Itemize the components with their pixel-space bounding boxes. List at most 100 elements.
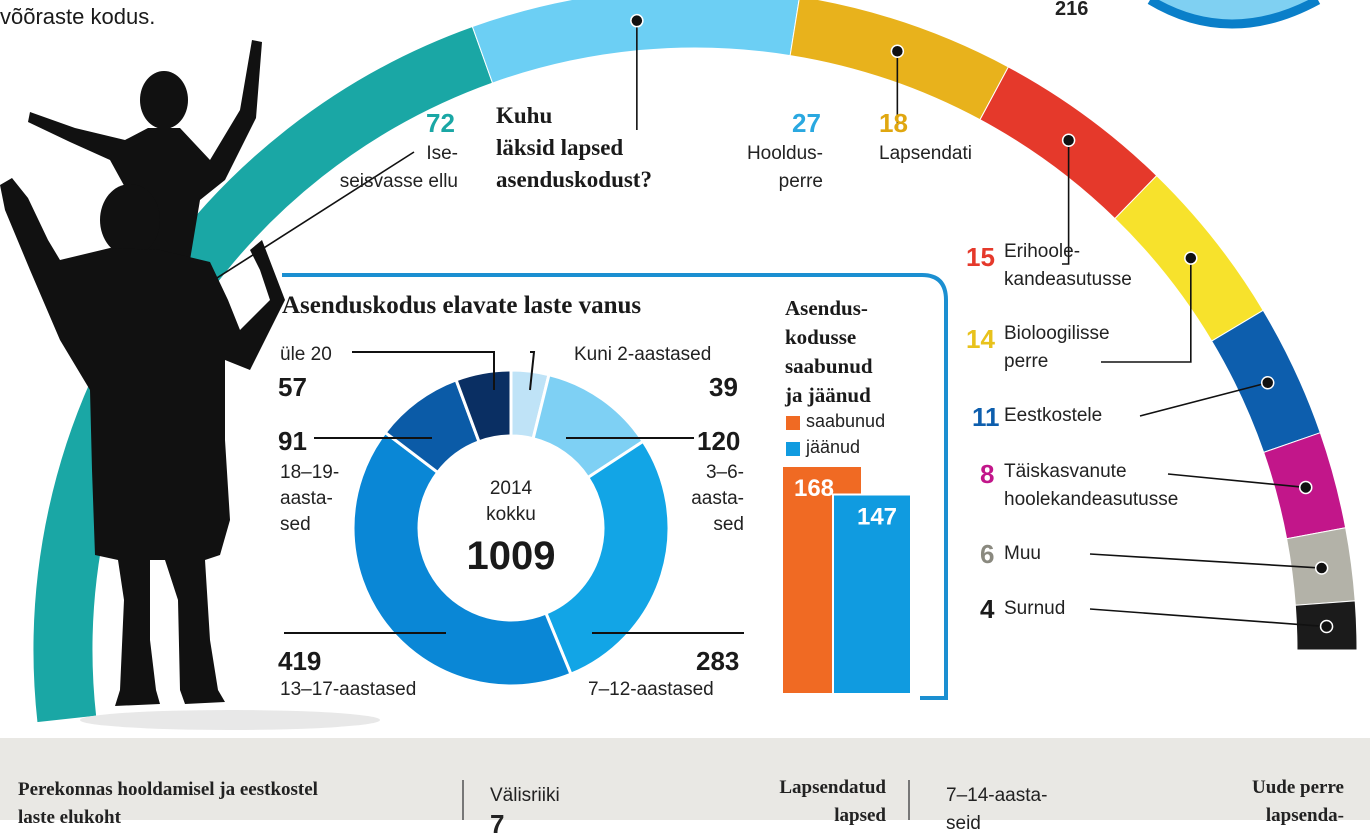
donut-label-3-text: 3–6- aasta- sed [664, 460, 744, 538]
bottom-col5-line1: Uude perre [1252, 777, 1344, 798]
label-taiskasvanute-line1: Täiskasvanute [1004, 461, 1127, 482]
legend-swatch-stayed [786, 442, 800, 456]
donut-label-13-text: 13–17-aastased [280, 679, 417, 700]
donut-center-label: kokku [486, 504, 536, 525]
label-bioloogilisse-text: Bioloogilisse perre [1004, 320, 1110, 376]
arc-title-line-1: Kuhu [496, 103, 553, 128]
label-lapsendati-value: 18 [879, 108, 908, 138]
bottom-col5-line2: lapsenda- [1265, 805, 1344, 826]
donut-label-18-line3: sed [280, 514, 311, 535]
donut-label-kuni2-value: 39 [709, 372, 738, 402]
arc-segment-lapsendati [789, 0, 1010, 121]
label-iseseisvasse-text: Ise- seisvasse ellu [316, 140, 458, 196]
label-hooldus-line1: Hooldus- [746, 143, 823, 164]
intro-text: võõraste kodus. [0, 4, 156, 29]
label-hooldus-line2: perre [778, 171, 823, 192]
label-eestkostele-value: 11 [972, 402, 1000, 432]
donut-label-3-line2: aasta- [691, 488, 744, 509]
bottom-col4: 7–14-aasta- seid [946, 782, 1047, 838]
bottom-col1-line2: laste elukoht [18, 807, 121, 828]
bottom-col3-line2: lapsed [834, 805, 886, 826]
donut-label-18-text: 18–19- aasta- sed [280, 460, 339, 538]
legend-swatch-arrived [786, 416, 800, 430]
donut-label-18-line2: aasta- [280, 488, 333, 509]
label-bioloogilisse-value: 14 [966, 324, 995, 354]
bottom-divider-1 [462, 780, 464, 820]
bottom-col4-line2: seid [946, 813, 981, 834]
label-taiskasvanute-text: Täiskasvanute hoolekandeasutusse [1004, 458, 1178, 514]
bar-title-line-4: ja jäänud [785, 383, 871, 407]
label-hooldus-text: Hooldus- perre [715, 140, 823, 196]
bar-j-nud [832, 493, 912, 695]
donut-label-ule20-value: 57 [278, 372, 307, 402]
bottom-divider-2 [908, 780, 910, 820]
label-erihoole-value: 15 [966, 242, 995, 272]
arc-title-line-3: asenduskodust? [496, 167, 652, 192]
donut-label-7-text: 7–12-aastased [588, 679, 714, 700]
ground-shadow [80, 710, 380, 730]
inner-panel-frame [282, 273, 948, 700]
label-erihoole-text: Erihoole- kandeasutusse [1004, 238, 1132, 294]
label-erihoole-line2: kandeasutusse [1004, 269, 1132, 290]
arc-dot-muu [1314, 561, 1329, 575]
label-eestkostele-text: Eestkostele [1004, 405, 1103, 426]
bar-value-j-nud: 147 [857, 504, 897, 531]
bar-chart-title: Asendus- kodusse saabunud ja jäänud [785, 294, 873, 410]
arc-leader-eestkostele [1139, 381, 1268, 417]
arc-leader-surnud [1089, 608, 1327, 628]
arc-leader-erihoole-kandeasutusse [1062, 140, 1070, 265]
donut-label-3-line1: 3–6- [705, 462, 744, 483]
legend-label-stayed: jäänud [806, 437, 861, 457]
arc-dot-hooldus-perre [630, 13, 644, 28]
arc-title-line-2: läksid lapsed [496, 135, 624, 160]
label-surnud-value: 4 [980, 594, 995, 624]
label-muu-value: 6 [980, 539, 995, 569]
bottom-col3: Lapsendatud lapsed [740, 774, 886, 830]
label-iseseisvasse-value: 72 [426, 108, 455, 138]
chart-canvas: 168 147 [0, 0, 1358, 730]
bar-title-line-1: Asendus- [785, 296, 868, 320]
donut-chart-title: Asenduskodus elavate laste vanus [282, 292, 642, 319]
blue-circle-outline [1147, 0, 1321, 29]
bottom-col1-line1: Perekonnas hooldamisel ja eestkostel [18, 779, 318, 800]
arc-dot-erihoole-kandeasutusse [1061, 133, 1076, 148]
bottom-col1: Perekonnas hooldamisel ja eestkostel las… [18, 776, 318, 832]
parent-child-silhouette-icon [0, 40, 285, 706]
arc-leader-bioloogilisse-perre [1101, 258, 1192, 363]
donut-slice-7-12-aastased [543, 439, 671, 677]
arc-dot-lapsendati [890, 44, 905, 59]
top-number: 216 [1055, 0, 1089, 20]
bottom-info-strip [0, 738, 1370, 820]
donut-slice-13-17-aastased [351, 430, 573, 688]
bottom-col3-line1: Lapsendatud [779, 777, 886, 798]
donut-label-kuni2-text: Kuni 2-aastased [574, 344, 712, 365]
donut-label-ule20-text: üle 20 [280, 344, 332, 365]
label-bioloogilisse-line1: Bioloogilisse [1004, 323, 1110, 344]
donut-label-3-line3: sed [713, 514, 744, 535]
arc-leader-muu [1089, 553, 1322, 569]
donut-label-7-value: 283 [696, 646, 740, 676]
arc-dot-surnud [1319, 619, 1334, 634]
bottom-col2: Välisriiki 7 [490, 782, 560, 838]
label-iseseisvasse-line1: Ise- [426, 143, 458, 164]
bottom-col2-line1: Välisriiki [490, 785, 560, 806]
label-muu-text: Muu [1004, 543, 1041, 564]
bar-title-line-2: kodusse [785, 325, 857, 349]
label-lapsendati-text: Lapsendati [879, 143, 972, 164]
arc-dot-bioloogilisse-perre [1184, 251, 1198, 265]
arc-dot-eestkostele [1260, 375, 1275, 390]
bottom-col2-line2: 7 [490, 809, 505, 839]
label-erihoole-line1: Erihoole- [1004, 241, 1081, 262]
donut-label-18-line1: 18–19- [280, 462, 340, 483]
arc-dot-t-iskasvanute-hoolekandeasutusse [1298, 480, 1313, 495]
label-taiskasvanute-value: 8 [980, 459, 995, 489]
donut-label-3-value: 120 [697, 426, 741, 456]
donut-center-year: 2014 [489, 478, 533, 499]
donut-label-13-value: 419 [278, 646, 322, 676]
bottom-col5: Uude perre lapsenda- [1196, 774, 1344, 830]
donut-leader-le-20 [352, 351, 495, 390]
label-surnud-text: Surnud [1004, 598, 1066, 619]
legend-label-arrived: saabunud [806, 411, 886, 431]
bottom-col4-line1: 7–14-aasta- [946, 785, 1048, 806]
label-taiskasvanute-line2: hoolekandeasutusse [1004, 489, 1179, 510]
